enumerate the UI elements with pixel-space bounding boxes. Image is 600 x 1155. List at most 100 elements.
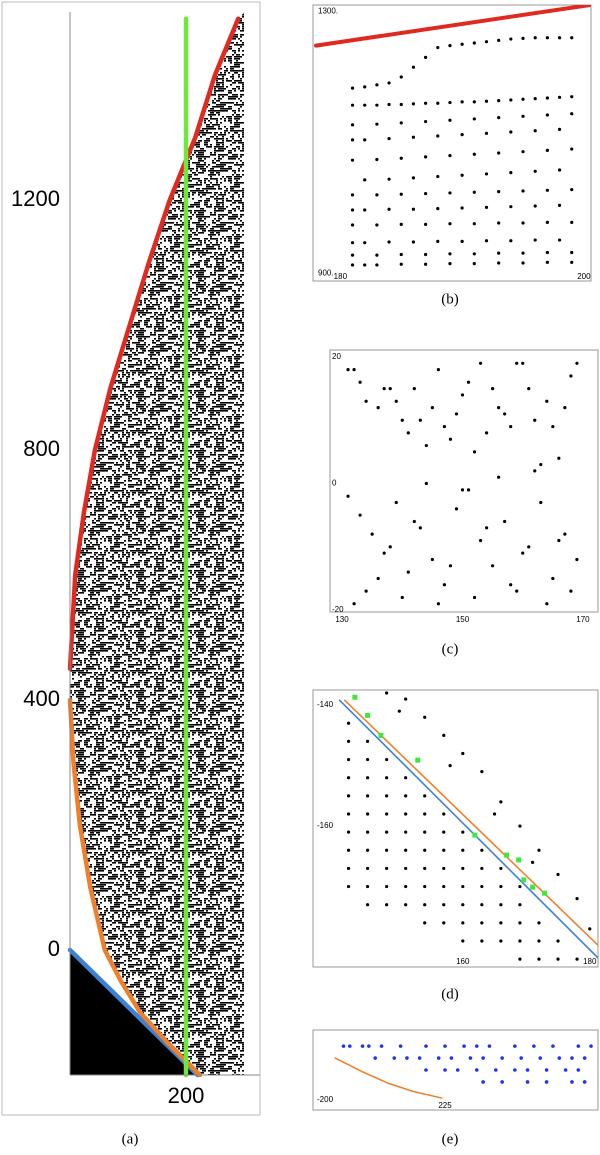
point — [442, 812, 446, 816]
point — [474, 1044, 479, 1048]
noise-texture — [70, 12, 244, 1075]
point — [556, 957, 560, 961]
point — [533, 469, 537, 473]
point — [358, 380, 362, 384]
y-tick-label: 800 — [23, 436, 60, 461]
point — [404, 866, 408, 871]
point — [404, 812, 408, 816]
square-point — [542, 890, 548, 896]
point — [545, 602, 549, 606]
point — [385, 830, 389, 834]
point — [399, 75, 403, 79]
point — [436, 602, 441, 606]
point — [430, 405, 434, 410]
point — [385, 903, 389, 907]
point — [346, 721, 351, 725]
point — [382, 551, 386, 555]
point — [497, 221, 501, 225]
point — [424, 1044, 428, 1048]
point — [405, 1056, 409, 1060]
point — [442, 866, 446, 871]
point — [461, 830, 465, 834]
y-tick-label: 900. — [318, 269, 334, 278]
point — [545, 113, 549, 117]
point — [436, 45, 440, 50]
point — [385, 691, 389, 695]
point — [399, 192, 403, 196]
x-tick-label: 160 — [456, 957, 470, 966]
y-tick-label: -160 — [317, 821, 334, 830]
point — [499, 921, 503, 925]
point — [363, 241, 367, 245]
point — [350, 103, 355, 107]
point — [404, 903, 408, 907]
point — [346, 494, 350, 498]
y-tick-label: 1200 — [11, 186, 60, 211]
point — [424, 1068, 428, 1072]
point — [399, 252, 403, 257]
point — [557, 456, 561, 460]
point — [442, 733, 446, 737]
point — [350, 223, 355, 227]
point — [375, 193, 379, 197]
point — [350, 138, 355, 142]
point — [513, 1068, 517, 1072]
point — [533, 129, 537, 133]
point — [462, 1044, 466, 1048]
square-point — [378, 732, 384, 738]
point — [418, 526, 422, 530]
point — [525, 1068, 530, 1072]
point — [365, 884, 370, 889]
point — [518, 824, 522, 828]
point — [350, 158, 355, 162]
point — [509, 205, 513, 209]
panel: -160 -140 160 180 (d) — [312, 689, 599, 1002]
point — [376, 405, 380, 410]
point — [412, 519, 416, 524]
point — [515, 361, 519, 365]
point — [557, 538, 561, 543]
point — [442, 884, 446, 889]
point — [533, 238, 537, 242]
x-tick-label: 180 — [334, 272, 348, 281]
point — [521, 97, 525, 101]
point — [472, 450, 477, 454]
point — [538, 1056, 543, 1060]
point — [460, 206, 464, 210]
point — [570, 250, 574, 255]
curve — [334, 1057, 443, 1099]
caption: (b) — [441, 291, 459, 307]
point — [399, 262, 403, 266]
point — [509, 98, 513, 102]
point — [365, 903, 370, 907]
point — [575, 957, 579, 961]
point — [399, 222, 403, 226]
panel-frame — [1, 1, 261, 1116]
point — [521, 361, 525, 365]
caption: (e) — [442, 1131, 459, 1147]
point — [350, 123, 355, 127]
point — [569, 374, 573, 378]
point — [363, 138, 367, 142]
point — [466, 488, 471, 492]
point — [503, 412, 507, 416]
point — [576, 1044, 581, 1048]
point — [370, 532, 374, 536]
point — [363, 263, 367, 267]
point — [481, 1056, 485, 1060]
x-tick-label: 130 — [335, 615, 349, 624]
point — [533, 36, 537, 40]
point — [423, 921, 427, 925]
point — [375, 83, 379, 87]
point — [537, 957, 541, 961]
point — [484, 40, 489, 44]
point — [544, 1080, 549, 1084]
point — [557, 36, 562, 40]
square-point — [516, 857, 522, 863]
point — [448, 100, 452, 105]
point — [442, 830, 446, 834]
point — [424, 101, 428, 105]
point — [346, 848, 351, 852]
point — [365, 776, 370, 780]
point — [365, 757, 370, 762]
